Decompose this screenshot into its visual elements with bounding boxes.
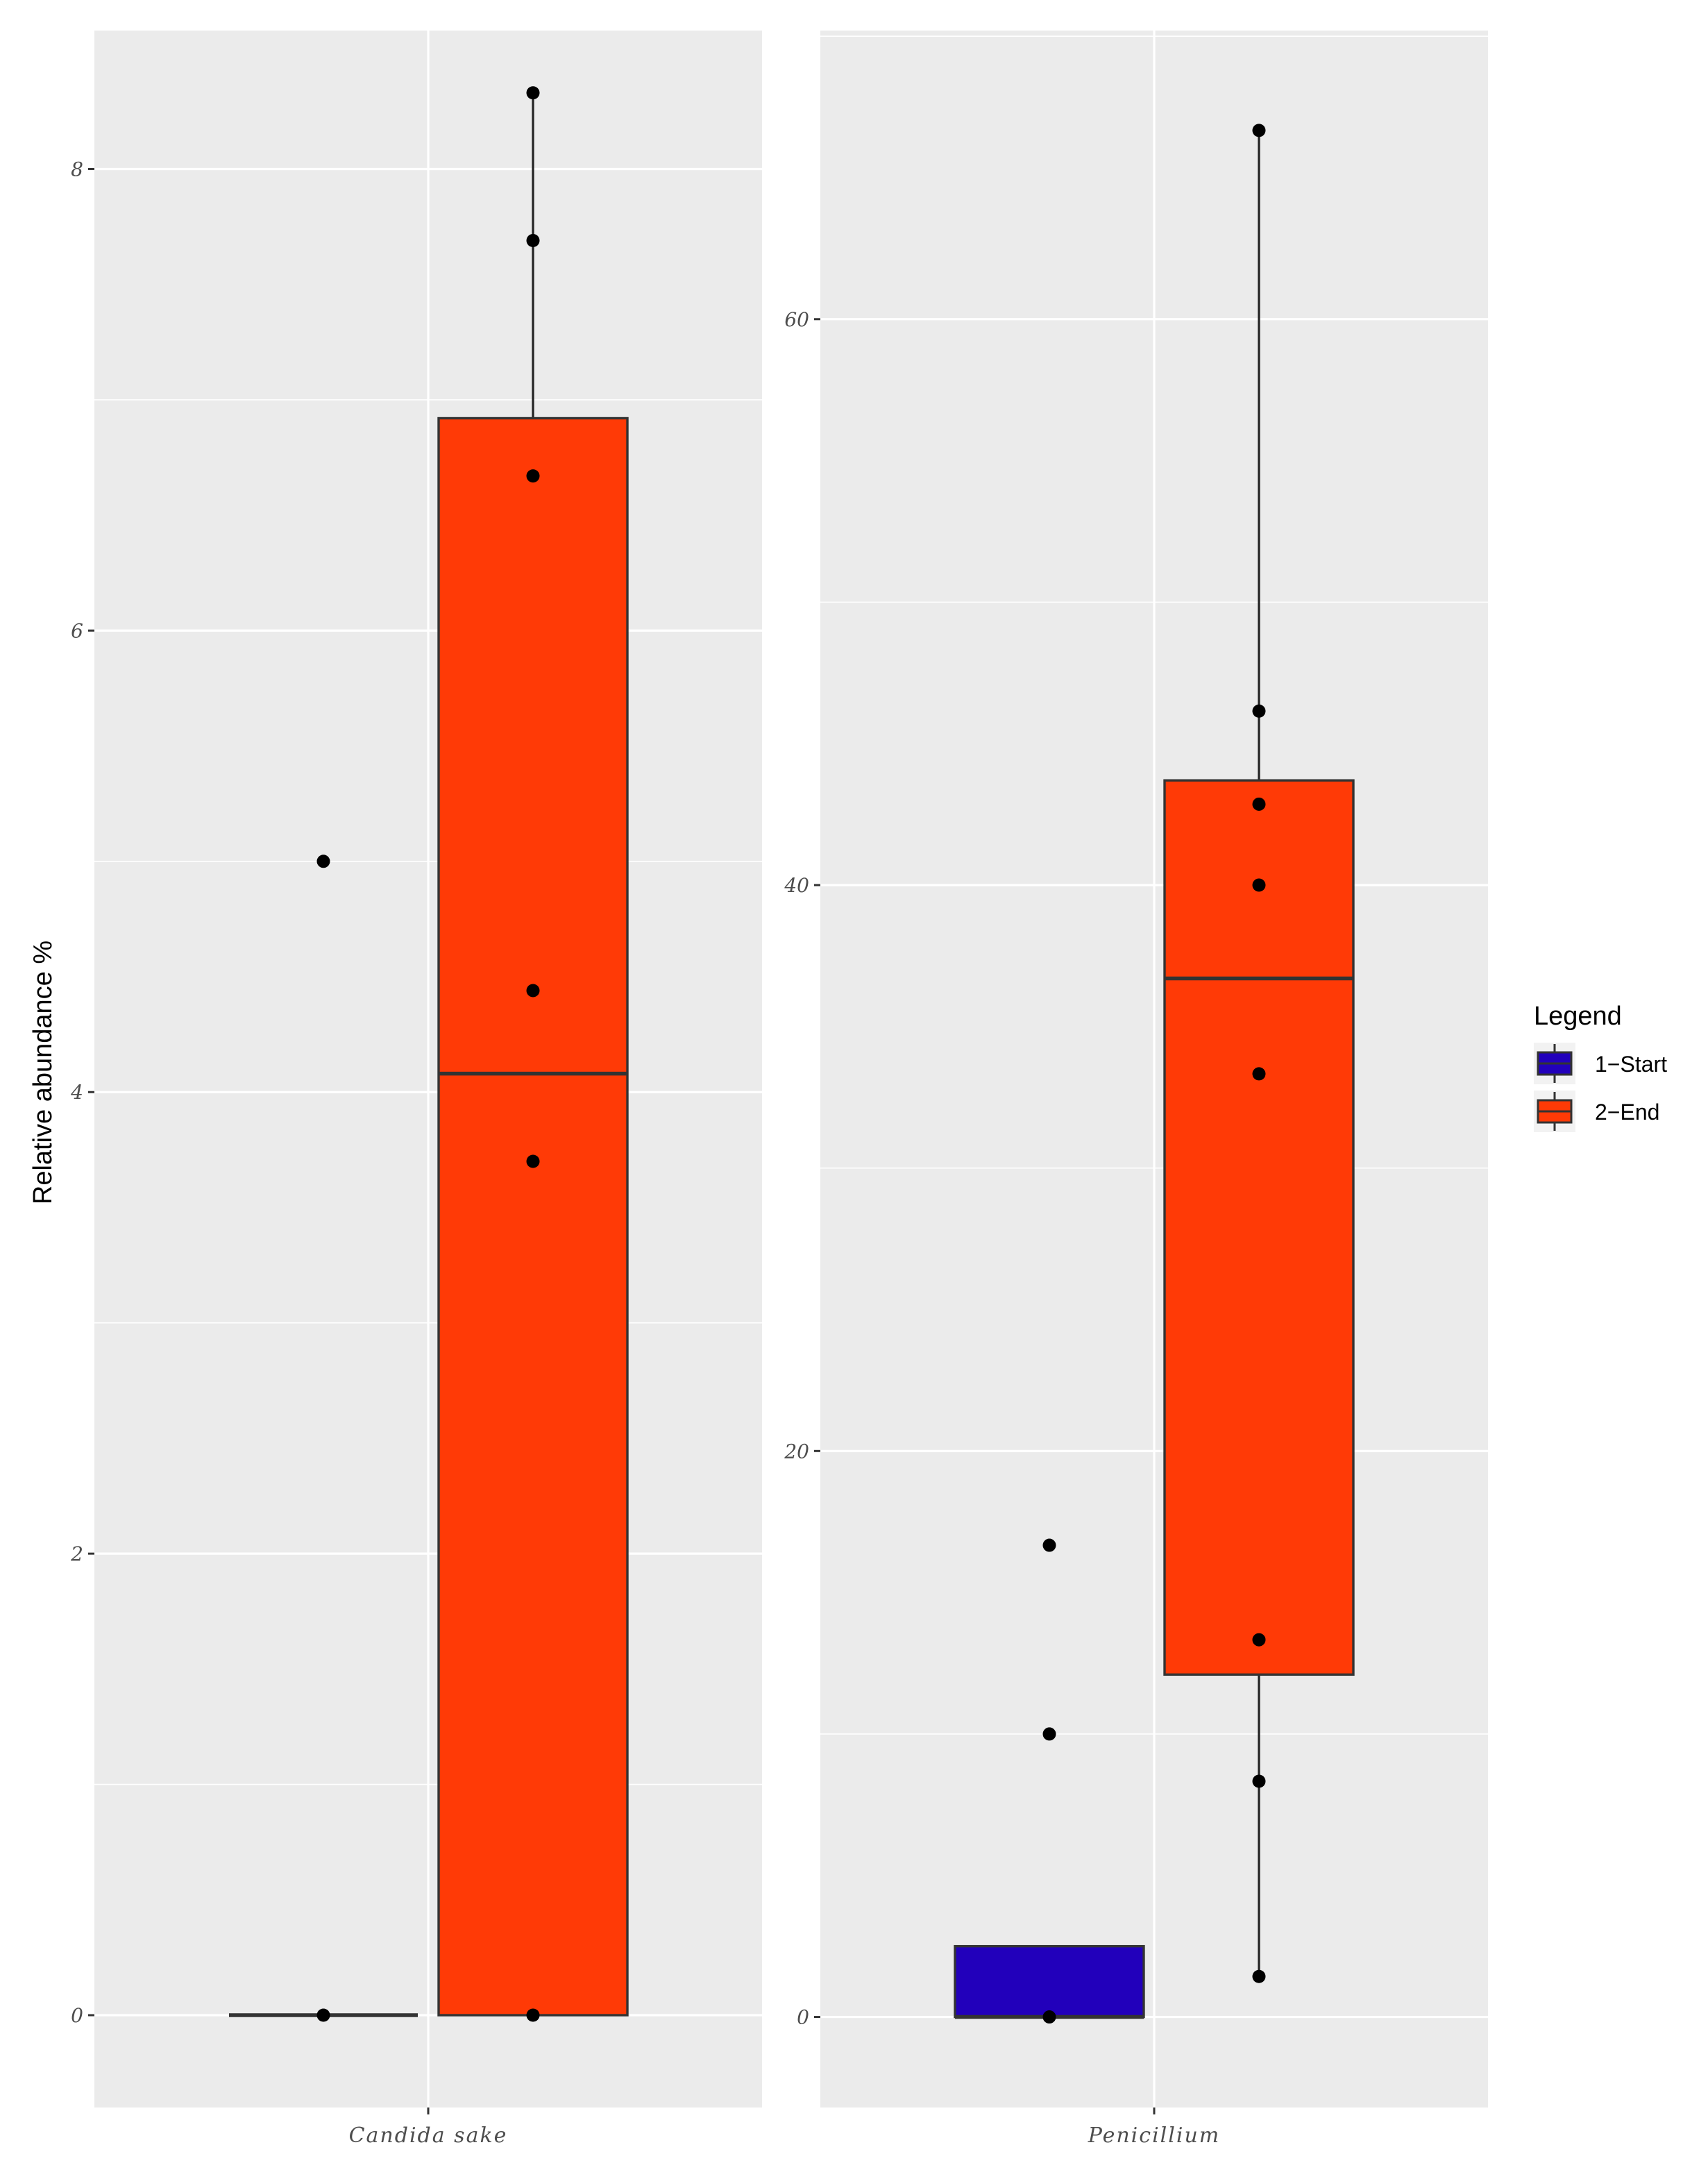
y-tick-label: 6: [71, 619, 83, 642]
panel-1: 0 2 4 6 8 Candida sake: [70, 31, 762, 2148]
data-point: [1252, 878, 1266, 892]
legend: Legend 1−Start 2−End: [1534, 1002, 1667, 1132]
x-category-label: Candida sake: [349, 2123, 508, 2148]
data-point: [316, 2008, 330, 2022]
y-tick-label: 8: [71, 158, 83, 180]
data-point: [526, 86, 540, 100]
y-tick-label: 40: [784, 874, 809, 897]
y-tick-label: 4: [70, 1081, 83, 1104]
legend-label: 2−End: [1595, 1100, 1659, 1125]
legend-key-1: 1−Start: [1534, 1043, 1667, 1084]
legend-title: Legend: [1534, 1002, 1622, 1031]
data-point: [1042, 1727, 1056, 1741]
data-point: [316, 855, 330, 868]
y-axis-label: Relative abundance %: [28, 941, 58, 1204]
panels: 0 2 4 6 8 Candida sake 0 20 40 60 Penicillium: [70, 31, 1488, 2148]
data-point: [1252, 1774, 1266, 1788]
legend-label: 1−Start: [1595, 1052, 1667, 1077]
series-1: [229, 855, 418, 2022]
data-point: [526, 1154, 540, 1168]
data-point: [526, 984, 540, 998]
box: [954, 1944, 1145, 2019]
box: [1163, 779, 1355, 1676]
y-tick-label: 0: [71, 2004, 83, 2027]
y-tick-label: 2: [70, 1542, 83, 1565]
data-point: [1252, 797, 1266, 811]
data-point: [1042, 2010, 1056, 2024]
series-1: [954, 1538, 1145, 2024]
data-point: [526, 469, 540, 483]
x-category-label: Penicillium: [1088, 2123, 1220, 2148]
panel-2: 0 20 40 60 Penicillium: [784, 31, 1488, 2148]
series-2: [437, 86, 629, 2022]
legend-key-2: 2−End: [1534, 1091, 1659, 1132]
legend-keys: 1−Start 2−End: [1534, 1043, 1667, 1132]
data-point: [1252, 1633, 1266, 1647]
data-point: [1252, 1969, 1266, 1983]
data-point: [1252, 124, 1266, 137]
y-tick-label: 20: [784, 1440, 809, 1463]
data-point: [526, 234, 540, 248]
box: [437, 417, 629, 2017]
data-point: [1042, 1538, 1056, 1552]
y-tick-label: 60: [784, 308, 809, 331]
y-tick-label: 0: [797, 2006, 809, 2029]
data-point: [1252, 1067, 1266, 1081]
series-2: [1163, 124, 1355, 1983]
data-point: [1252, 704, 1266, 718]
data-point: [526, 2008, 540, 2022]
